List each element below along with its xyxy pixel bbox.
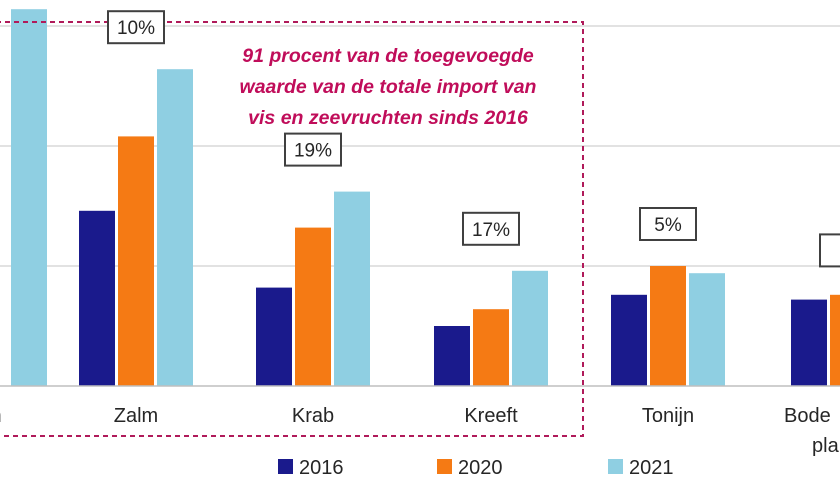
- growth-badge-box-4: [639, 207, 697, 241]
- bar-2020-2: [295, 227, 331, 386]
- bar-2016-3: [434, 326, 470, 386]
- bar-2021-1: [157, 69, 193, 386]
- annotation-box: [0, 21, 584, 437]
- bar-2020-4: [650, 266, 686, 386]
- category-label-1: Zalm: [114, 405, 158, 427]
- growth-badge-label-1: 10%: [117, 18, 155, 39]
- category-label-4: Tonijn: [642, 405, 694, 427]
- bar-2016-4: [611, 294, 647, 386]
- growth-badge-label-3: 17%: [472, 220, 510, 241]
- bar-2020-1: [118, 136, 154, 386]
- legend-swatch-2016: [278, 459, 293, 474]
- growth-badge-label-2: 19%: [294, 141, 332, 162]
- category-labels: n Zalm Krab Kreeft Tonijn Bode pla: [0, 405, 840, 457]
- legend-label-2016: 2016: [299, 457, 344, 479]
- growth-badges: 10%19%17%5%3: [107, 10, 840, 268]
- bar-2021-3: [512, 270, 548, 386]
- bar-2016-2: [256, 287, 292, 386]
- growth-badge-box-5: [819, 233, 840, 268]
- legend-label-2020: 2020: [458, 457, 503, 479]
- legend-label-2021: 2021: [629, 457, 674, 479]
- bar-2021-4: [689, 273, 725, 386]
- bar-2016-5: [791, 299, 827, 386]
- bars: [11, 9, 840, 386]
- category-label-5-line-1: pla: [812, 435, 840, 457]
- bar-2020-5: [830, 294, 840, 386]
- annotation-text: 91 procent van de toegevoegde waarde van…: [240, 45, 537, 129]
- category-label-0: n: [0, 405, 2, 427]
- category-label-3: Kreeft: [464, 405, 518, 427]
- legend-swatch-2020: [437, 459, 452, 474]
- bar-2020-3: [473, 309, 509, 386]
- bar-2021-0: [11, 9, 47, 386]
- bar-2016-1: [79, 210, 115, 386]
- legend-swatch-2021: [608, 459, 623, 474]
- growth-badge-box-2: [284, 132, 342, 167]
- growth-badge-box-3: [462, 211, 520, 246]
- category-label-2: Krab: [292, 405, 334, 427]
- growth-badge-label-4: 5%: [654, 215, 682, 236]
- annotation-line-3: vis en zeevruchten sinds 2016: [248, 107, 528, 129]
- annotation-line-1: 91 procent van de toegevoegde: [242, 45, 534, 67]
- growth-badge-box-1: [107, 10, 165, 45]
- legend: 2016 2020 2021: [278, 457, 674, 479]
- annotation-line-2: waarde van de totale import van: [240, 76, 537, 98]
- category-label-5-line-0: Bode: [784, 405, 831, 427]
- bar-2021-2: [334, 191, 370, 386]
